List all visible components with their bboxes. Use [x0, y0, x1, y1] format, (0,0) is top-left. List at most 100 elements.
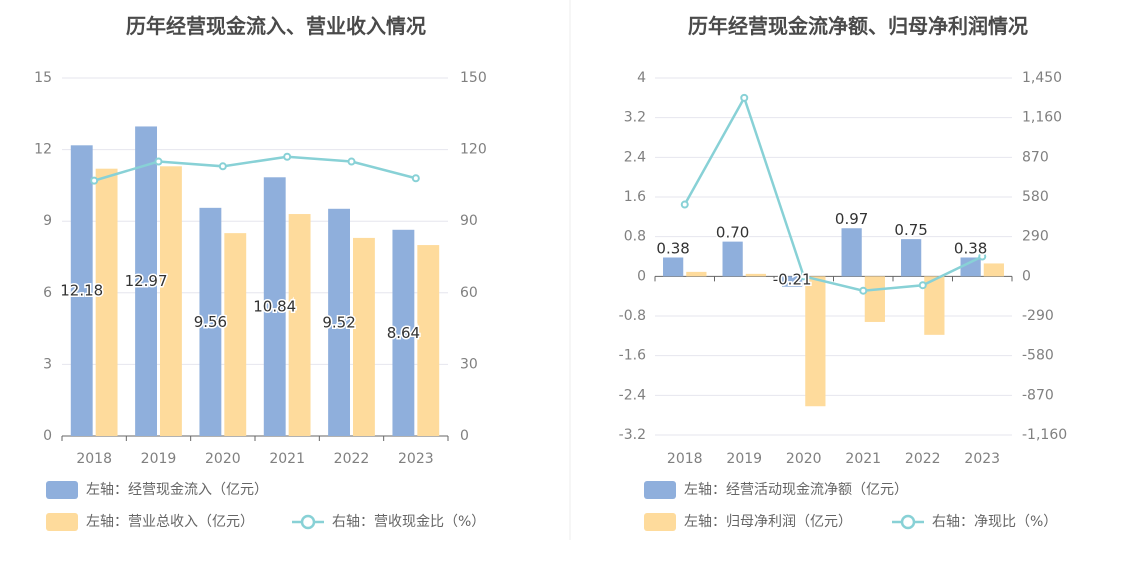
x-category-label: 2021 — [269, 451, 305, 467]
legend-label: 右轴：净现比（%） — [932, 514, 1057, 530]
line-point — [90, 176, 99, 185]
line-point — [347, 157, 356, 166]
bar-primary — [663, 257, 684, 277]
bar-primary — [782, 276, 803, 287]
y-right-tick-label: -580 — [1022, 348, 1054, 364]
y-left-tick-label: 6 — [43, 285, 52, 301]
y-right-tick-label: 0 — [1022, 268, 1031, 284]
chart-title: 历年经营现金流净额、归母净利润情况 — [688, 14, 1028, 38]
line-point — [680, 200, 689, 209]
line-point — [411, 174, 420, 183]
legend-item: 左轴：归母净利润（亿元） — [644, 513, 852, 531]
line-point — [978, 252, 987, 261]
legend-item: 右轴：净现比（%） — [892, 514, 1057, 530]
bar-primary — [901, 239, 922, 277]
legend-item: 左轴：经营活动现金流净额（亿元） — [644, 481, 908, 499]
bar-secondary — [805, 276, 826, 407]
chart-title: 历年经营现金流入、营业收入情况 — [126, 14, 426, 38]
y-left-tick-label: -3.2 — [619, 427, 646, 443]
bar-primary — [960, 257, 981, 277]
legend-label: 左轴：归母净利润（亿元） — [684, 513, 852, 530]
bar-secondary — [353, 237, 375, 436]
y-right-tick-label: 150 — [460, 70, 487, 86]
bar-primary — [392, 229, 415, 436]
x-category-label: 2022 — [334, 451, 370, 467]
y-right-tick-label: 30 — [460, 356, 478, 372]
legend-item: 左轴：经营现金流入（亿元） — [46, 481, 268, 499]
bar-data-label: 0.70 — [716, 224, 749, 242]
bar-secondary — [924, 276, 945, 335]
legend-label: 右轴：营收现金比（%） — [332, 514, 485, 530]
y-left-tick-label: 9 — [43, 213, 52, 229]
y-left-tick-label: 3.2 — [624, 110, 646, 126]
line-point — [283, 152, 292, 161]
legend-marker — [900, 514, 916, 530]
y-left-tick-label: -1.6 — [619, 348, 646, 364]
bar-secondary — [417, 245, 440, 436]
y-right-tick-label: 60 — [460, 285, 478, 301]
bar-primary — [328, 208, 350, 436]
line-point — [218, 162, 227, 171]
bar-secondary — [864, 276, 885, 322]
line-point — [918, 281, 927, 290]
bar-data-label: 12.97 — [125, 272, 168, 290]
bar-data-label: 0.75 — [894, 221, 927, 239]
x-category-label: 2022 — [905, 451, 941, 467]
x-category-label: 2023 — [398, 451, 434, 467]
bar-primary — [135, 126, 157, 436]
legend-label: 左轴：营业总收入（亿元） — [86, 514, 254, 530]
line-point — [799, 272, 808, 281]
y-right-tick-label: 90 — [460, 213, 478, 229]
bar-data-label: 8.64 — [387, 324, 420, 342]
bar-secondary — [686, 271, 707, 277]
chart-1: 历年经营现金流入、营业收入情况0369121503060901201502018… — [34, 14, 487, 531]
y-left-tick-label: 0.8 — [624, 229, 646, 245]
legend-swatch — [46, 481, 78, 499]
x-category-label: 2023 — [964, 451, 1000, 467]
legend-label: 左轴：经营活动现金流净额（亿元） — [684, 482, 908, 498]
bar-primary — [199, 207, 222, 436]
bar-primary — [70, 145, 93, 436]
bar-secondary — [983, 263, 1004, 277]
legend-label: 左轴：经营现金流入（亿元） — [86, 482, 268, 498]
legend-item: 右轴：营收现金比（%） — [292, 514, 485, 530]
x-category-label: 2021 — [845, 451, 881, 467]
bar-secondary — [224, 233, 247, 436]
bar-secondary — [160, 166, 182, 436]
line-point — [154, 157, 163, 166]
bar-data-label: -0.21 — [773, 270, 812, 288]
legend-item: 左轴：营业总收入（亿元） — [46, 513, 254, 531]
line-series — [93, 155, 417, 182]
y-right-tick-label: 1,450 — [1022, 70, 1062, 86]
legend-swatch — [46, 513, 78, 531]
bar-data-label: 0.38 — [954, 239, 987, 257]
y-right-tick-label: 290 — [1022, 229, 1049, 245]
bar-primary — [841, 228, 862, 277]
line-series — [683, 94, 983, 292]
y-left-tick-label: 3 — [43, 356, 52, 372]
y-right-tick-label: 0 — [460, 428, 469, 444]
y-right-tick-label: 1,160 — [1022, 110, 1062, 126]
y-left-tick-label: -2.4 — [619, 387, 646, 403]
y-right-tick-label: -870 — [1022, 387, 1054, 403]
x-category-label: 2019 — [726, 451, 762, 467]
legend-swatch — [644, 513, 676, 531]
bar-secondary — [95, 168, 118, 436]
x-category-label: 2018 — [76, 451, 112, 467]
y-right-tick-label: -290 — [1022, 308, 1054, 324]
bar-data-label: 12.18 — [60, 282, 103, 300]
y-right-tick-label: 120 — [460, 142, 487, 158]
bar-data-label: 9.56 — [194, 313, 227, 331]
x-category-label: 2020 — [205, 451, 241, 467]
bar-primary — [722, 241, 743, 277]
bar-secondary — [745, 273, 766, 277]
line-point — [740, 93, 749, 102]
y-right-tick-label: 870 — [1022, 149, 1049, 165]
y-right-tick-label: 580 — [1022, 189, 1049, 205]
y-left-tick-label: -0.8 — [619, 308, 646, 324]
y-left-tick-label: 12 — [34, 142, 52, 158]
y-left-tick-label: 1.6 — [624, 189, 646, 205]
legend-marker — [300, 514, 316, 530]
